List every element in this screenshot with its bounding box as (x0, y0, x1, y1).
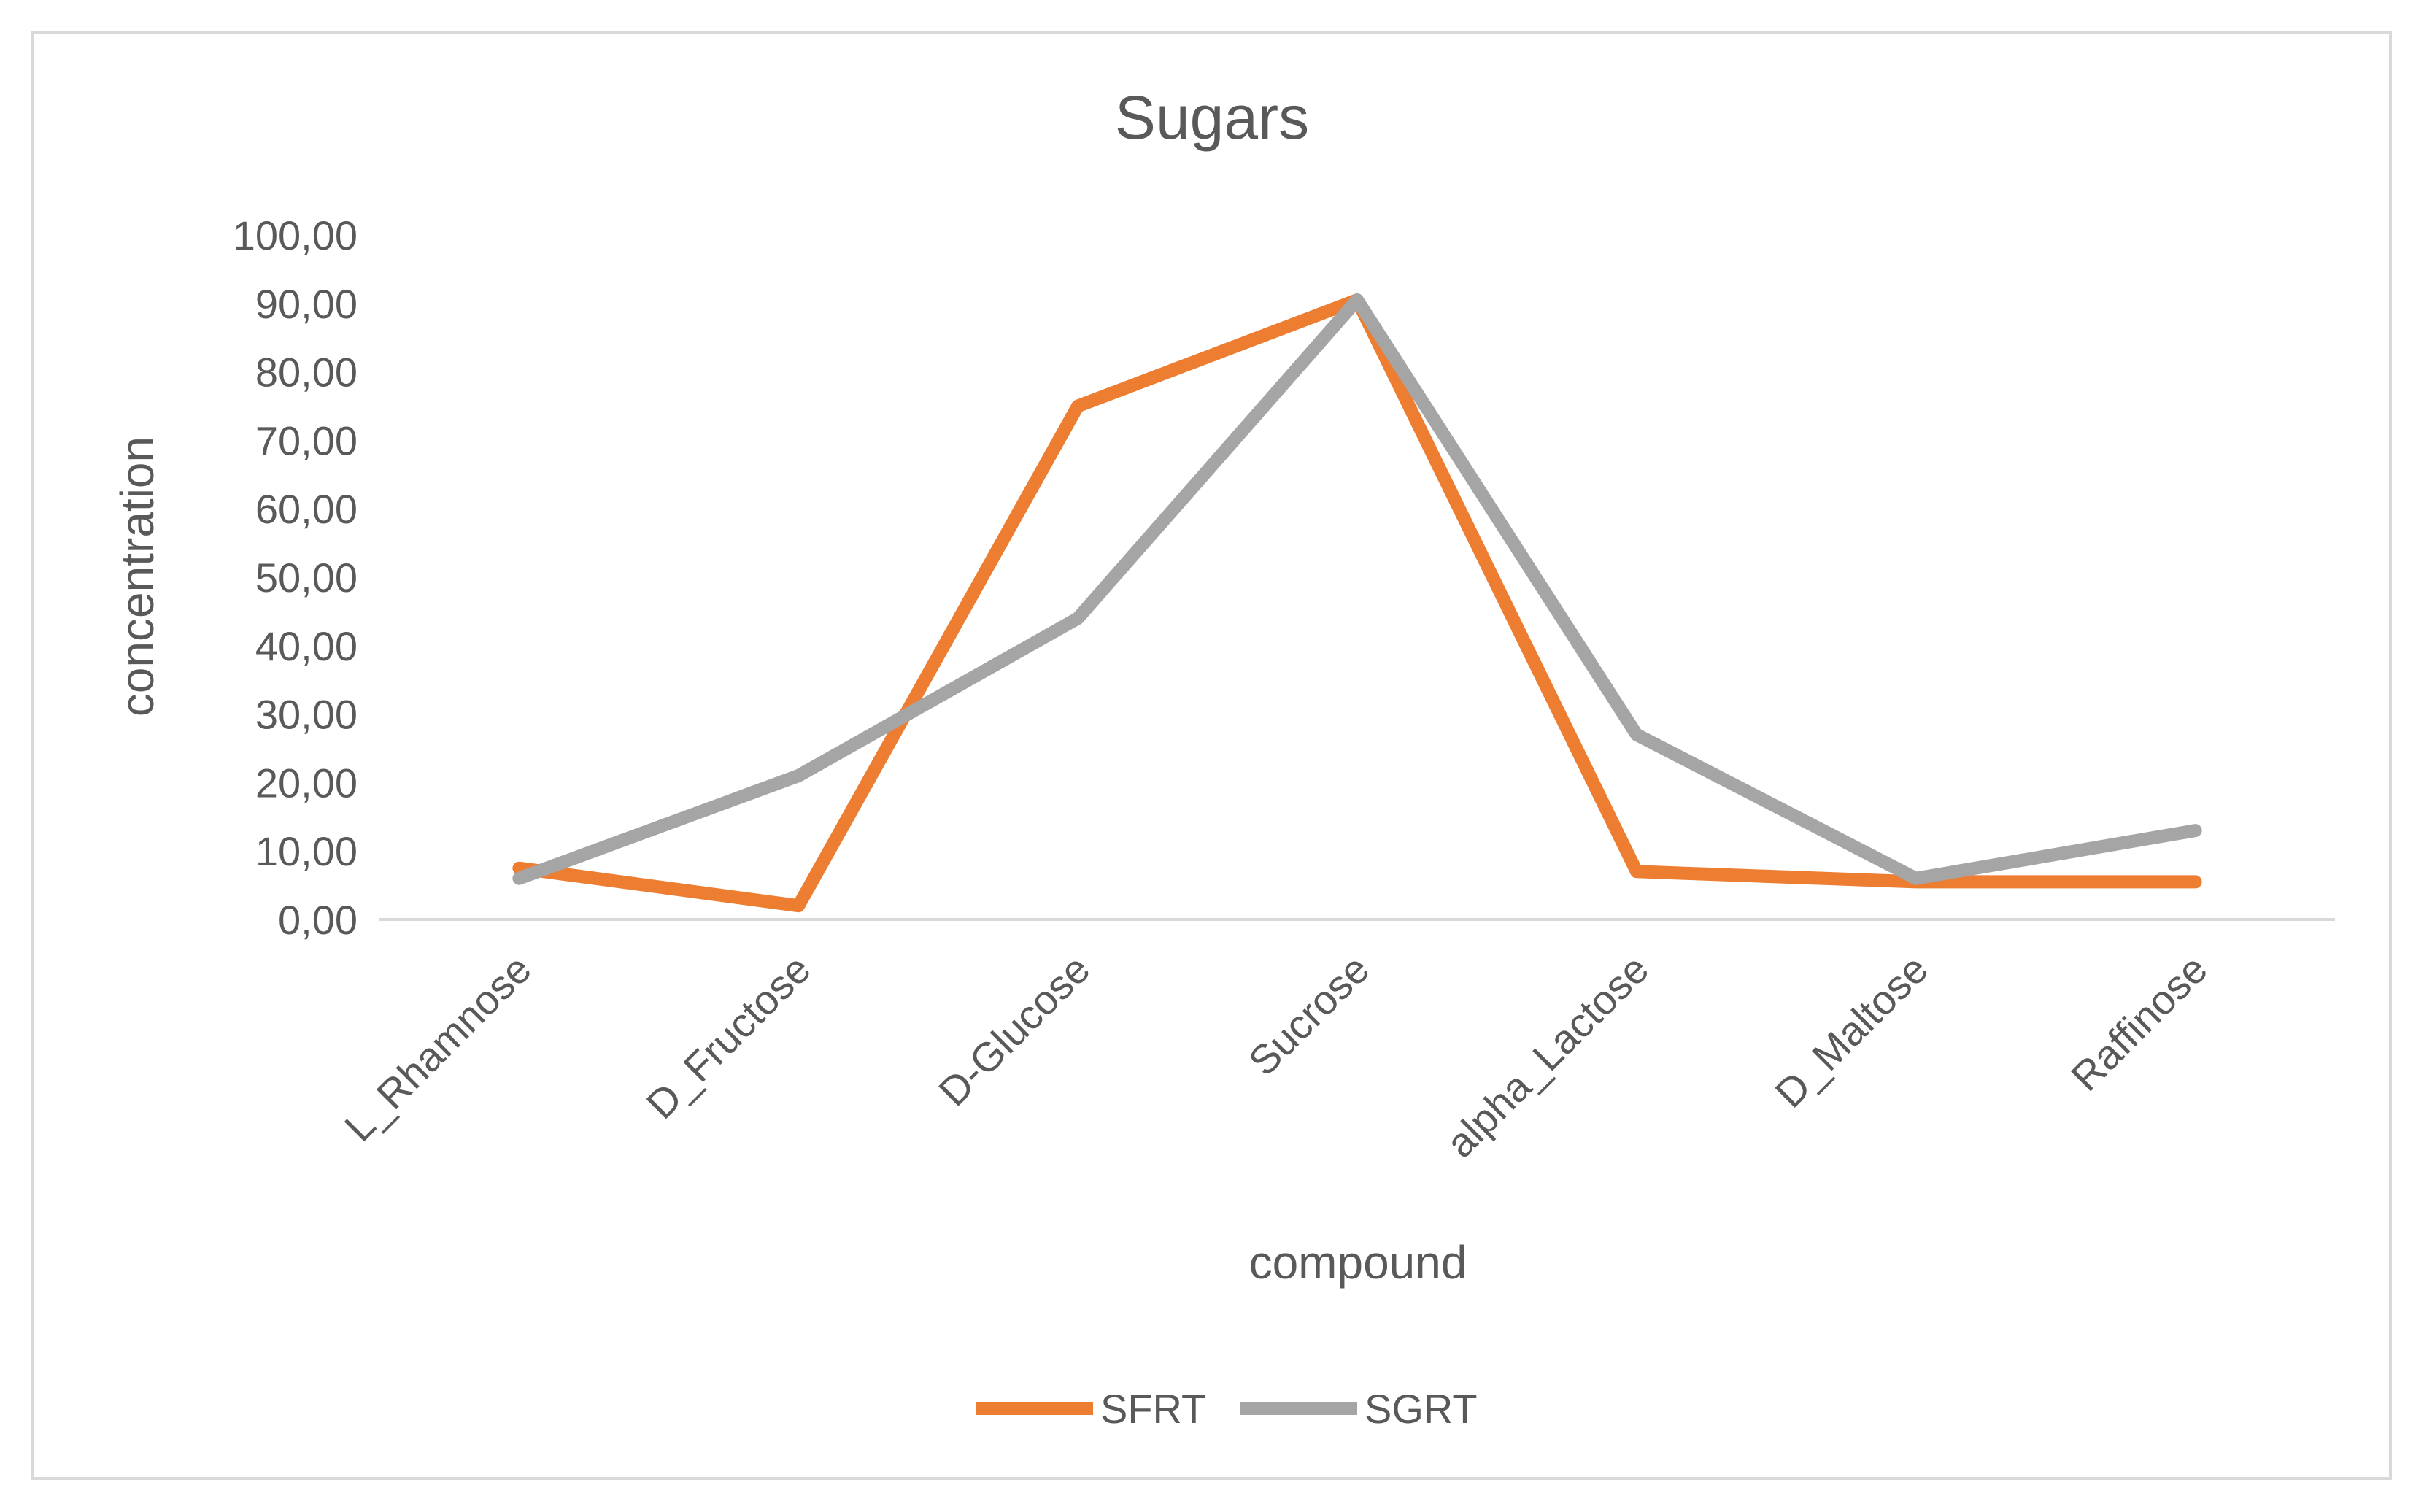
y-axis-title: concentration (111, 436, 163, 717)
y-tick-label: 0,00 (278, 897, 358, 943)
x-tick-label: Sucrose (1240, 946, 1378, 1084)
y-tick-label: 100,00 (233, 212, 358, 258)
y-tick-label: 70,00 (255, 417, 358, 463)
legend-label-sgrt: SGRT (1365, 1386, 1478, 1432)
y-tick-label: 30,00 (255, 692, 358, 738)
chart-title: Sugars (1115, 83, 1309, 152)
x-tick-label: D-Glucose (930, 946, 1099, 1115)
series-line-sgrt (512, 293, 2202, 885)
chart-frame (31, 31, 2392, 1480)
y-tick-label: 50,00 (255, 555, 358, 601)
x-axis-title: compound (1249, 1236, 1467, 1289)
y-tick-label: 60,00 (255, 486, 358, 532)
legend-label-sfrt: SFRT (1100, 1386, 1206, 1432)
y-tick-label: 20,00 (255, 760, 358, 806)
y-tick-label: 90,00 (255, 281, 358, 327)
y-axis-ticks: 0,00 10,00 20,00 30,00 40,00 50,00 60,00 70,00 8… (233, 212, 358, 943)
legend: SFRT SGRT (976, 1386, 1478, 1432)
x-tick-label: alpha_Lactose (1437, 946, 1657, 1166)
x-axis-ticks: L_Rhamnose D_Fructose D-Glucose Sucrose alph… (336, 946, 2216, 1166)
series-lines (512, 293, 2202, 913)
x-tick-label: L_Rhamnose (336, 946, 540, 1150)
series-line-sfrt (512, 293, 2202, 913)
x-tick-label: D_Maltose (1766, 946, 1937, 1116)
y-tick-label: 10,00 (255, 828, 358, 874)
x-tick-label: Raffinose (2062, 946, 2216, 1100)
y-tick-label: 40,00 (255, 623, 358, 669)
y-tick-label: 80,00 (255, 350, 358, 396)
x-tick-label: D_Fructose (638, 946, 819, 1127)
